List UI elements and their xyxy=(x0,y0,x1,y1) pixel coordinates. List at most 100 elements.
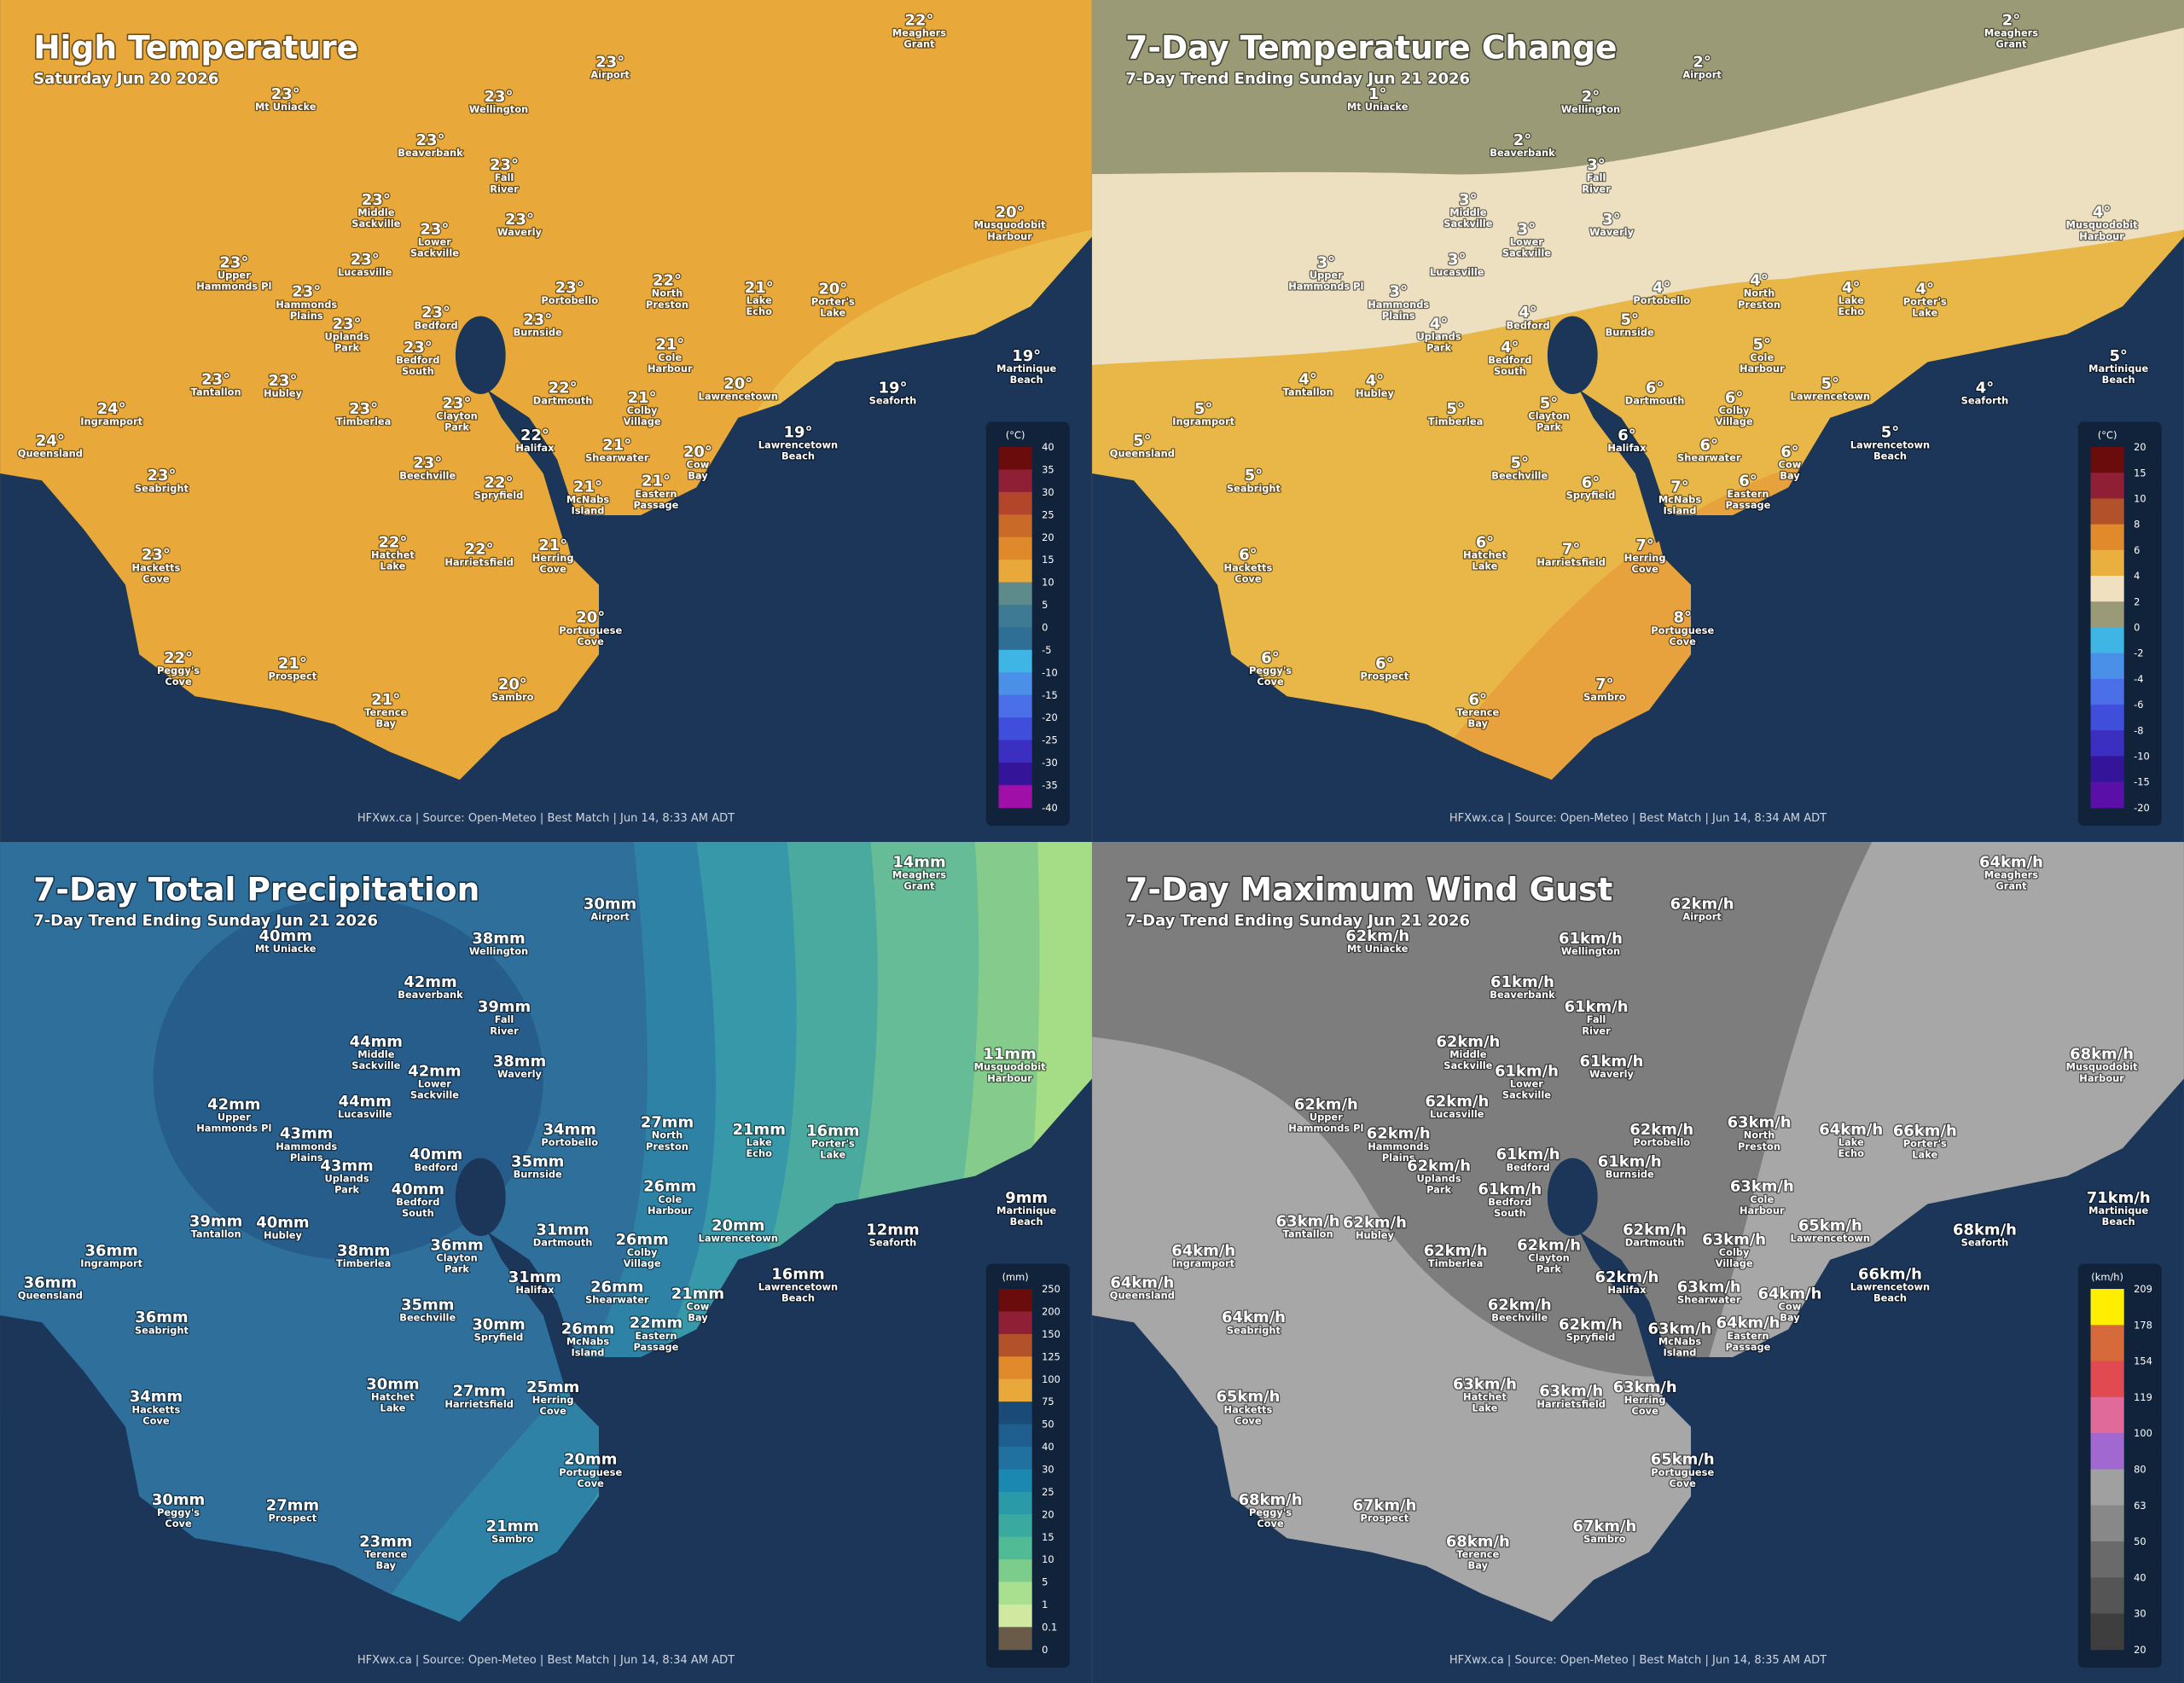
place-value: 63km/h xyxy=(1728,1114,1792,1132)
place-name: Halifax xyxy=(515,442,555,454)
place-name: Lucasville xyxy=(338,266,392,278)
place-name: Lake xyxy=(1838,294,1864,306)
place-name: Cove xyxy=(1234,572,1262,584)
place-value: 5° xyxy=(2109,347,2127,365)
place-name: Passage xyxy=(633,499,678,511)
place-name: Mt Uniacke xyxy=(255,943,317,955)
place-value: 20mm xyxy=(712,1216,764,1234)
place-name: Wellington xyxy=(1561,103,1620,115)
place-name: Meaghers xyxy=(1984,868,2038,880)
place-name: Plains xyxy=(290,1152,323,1164)
place-name: Harbour xyxy=(648,1204,693,1216)
legend-tick-label: 40 xyxy=(1042,1441,1054,1453)
place-name: Lake xyxy=(380,560,405,572)
place-name: Beechville xyxy=(399,470,456,482)
legend-tick-label: 8 xyxy=(2134,519,2140,531)
place-name: Sackville xyxy=(410,247,459,258)
place-name: Cove xyxy=(1670,1477,1697,1489)
place-name: Beach xyxy=(1010,374,1043,386)
place-value: 23° xyxy=(147,467,176,485)
legend-tick-label: 1 xyxy=(1042,1599,1048,1610)
legend-tick-label: -6 xyxy=(2134,699,2143,711)
legend-swatch xyxy=(998,1446,1032,1470)
legend-swatch xyxy=(998,785,1032,809)
legend-swatch xyxy=(2090,627,2124,654)
place-name: Shearwater xyxy=(1677,451,1741,463)
place-name: Beechville xyxy=(1491,1312,1548,1324)
place-value: 1° xyxy=(1368,85,1386,103)
place-name: Beaverbank xyxy=(1490,989,1555,1001)
place-value: 4° xyxy=(1653,279,1670,297)
place-name: Middle xyxy=(357,1048,394,1060)
place-name: Hammonds xyxy=(1368,299,1429,310)
place-name: Timberlea xyxy=(336,1257,391,1269)
place-value: 23° xyxy=(362,191,391,209)
place-name: Upper xyxy=(1310,269,1343,281)
place-name: Park xyxy=(444,421,469,432)
legend-swatch xyxy=(998,694,1032,718)
place-name: Sackville xyxy=(351,1059,400,1071)
place-value: 21° xyxy=(745,279,774,297)
place-name: Bay xyxy=(1468,1559,1489,1571)
place-name: Preston xyxy=(646,1140,688,1152)
place-name: Dartmouth xyxy=(1625,394,1685,406)
place-name: Ingramport xyxy=(1172,1257,1234,1269)
place-name: Bedford xyxy=(1506,1161,1549,1173)
legend-tick-label: 150 xyxy=(1042,1328,1060,1340)
place-name: Herring xyxy=(532,1394,574,1406)
place-name: North xyxy=(1744,1129,1775,1141)
place-name: Portuguese xyxy=(559,1466,622,1478)
panel-footer: HFXwx.ca | Source: Open-Meteo | Best Mat… xyxy=(1449,812,1827,825)
place-name: South xyxy=(1494,365,1526,377)
place-name: Timberlea xyxy=(1428,1257,1483,1269)
place-name: Bedford xyxy=(396,1196,439,1208)
legend-swatch xyxy=(998,1424,1032,1448)
legend-swatch xyxy=(998,1356,1032,1380)
place-value: 34mm xyxy=(130,1388,183,1406)
place-name: Tantallon xyxy=(1283,1228,1333,1240)
place-value: 63km/h xyxy=(1613,1378,1677,1396)
place-name: Harbour xyxy=(1740,1204,1785,1216)
place-name: Terence xyxy=(1456,1548,1499,1560)
place-name: Herring xyxy=(532,552,574,564)
place-value: 62km/h xyxy=(1424,1242,1488,1260)
place-name: Lower xyxy=(418,235,451,247)
place-name: Burnside xyxy=(514,1168,562,1180)
place-value: 66km/h xyxy=(1893,1122,1957,1140)
place-name: Waverly xyxy=(497,1068,543,1080)
place-name: Cove xyxy=(578,1477,605,1489)
legend-swatch xyxy=(2090,653,2124,680)
legend-swatch xyxy=(998,649,1032,673)
place-value: 2° xyxy=(1513,131,1531,149)
legend-tick-label: 15 xyxy=(2134,467,2146,479)
place-name: Beach xyxy=(1873,450,1907,462)
place-name: McNabs xyxy=(1658,1335,1702,1347)
legend-unit: (°C) xyxy=(1006,429,1025,441)
color-band xyxy=(1092,27,2184,365)
place-name: Prospect xyxy=(1361,670,1409,682)
place-value: 42mm xyxy=(408,1062,461,1080)
place-value: 7° xyxy=(1635,537,1653,554)
place-value: 23° xyxy=(595,53,624,71)
place-value: 66km/h xyxy=(1858,1266,1922,1284)
place-name: Harbour xyxy=(2079,230,2124,242)
place-name: Halifax xyxy=(515,1284,555,1296)
place-value: 4° xyxy=(1366,372,1384,390)
harbour xyxy=(487,390,585,543)
place-name: River xyxy=(1582,1024,1611,1036)
place-name: Mt Uniacke xyxy=(1347,943,1409,955)
place-value: 61km/h xyxy=(1565,998,1629,1016)
place-name: Seabright xyxy=(135,482,189,494)
water xyxy=(1092,236,2184,841)
place-value: 22° xyxy=(520,427,549,444)
place-name: Ingramport xyxy=(80,415,142,427)
harbour xyxy=(487,1232,585,1385)
place-name: Harrietsfield xyxy=(1536,556,1606,568)
legend-tick-label: 5 xyxy=(1042,1576,1048,1588)
place-name: Peggy's xyxy=(157,664,200,676)
place-value: 35mm xyxy=(401,1297,454,1314)
place-value: 62km/h xyxy=(1436,1033,1500,1051)
place-name: Portobello xyxy=(541,294,598,306)
place-value: 20° xyxy=(723,374,752,392)
place-name: Harbour xyxy=(1740,363,1785,374)
